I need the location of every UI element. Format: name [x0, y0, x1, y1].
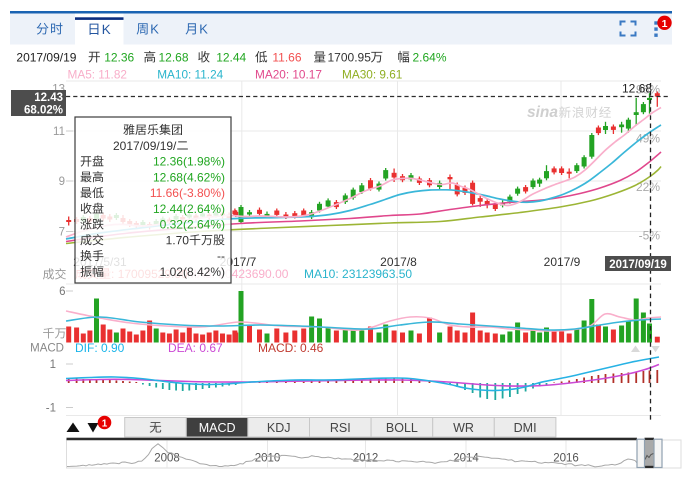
svg-text:sina: sina [527, 104, 558, 121]
svg-text:-1: -1 [46, 403, 56, 415]
svg-text:11.66(-3.80%): 11.66(-3.80%) [150, 186, 225, 200]
svg-text:2017/09/19: 2017/09/19 [609, 259, 667, 271]
svg-text:9: 9 [59, 176, 65, 188]
svg-text:22%: 22% [636, 180, 660, 194]
svg-text:49%: 49% [636, 132, 660, 146]
svg-text:12.43: 12.43 [34, 92, 63, 104]
svg-text:12.68: 12.68 [622, 82, 652, 96]
svg-text:0.32(2.64%): 0.32(2.64%) [160, 218, 225, 232]
svg-text:WR: WR [453, 421, 474, 435]
svg-text:RSI: RSI [330, 421, 351, 435]
svg-text:1.02(8.42%): 1.02(8.42%) [160, 265, 225, 279]
svg-text:MA10: 23123963.50: MA10: 23123963.50 [304, 267, 412, 281]
svg-text:11.66: 11.66 [272, 51, 301, 65]
svg-text:68.02%: 68.02% [24, 104, 63, 116]
svg-text:12.36(1.98%): 12.36(1.98%) [153, 155, 225, 169]
svg-text:MA20: 10.17: MA20: 10.17 [255, 68, 322, 82]
svg-text:1: 1 [102, 418, 108, 429]
svg-text:KDJ: KDJ [267, 421, 291, 435]
svg-text:MACD: MACD [30, 343, 64, 355]
svg-text:2017/09/19: 2017/09/19 [16, 51, 76, 65]
svg-text:1: 1 [50, 359, 56, 371]
svg-text:2012: 2012 [353, 453, 379, 465]
svg-text:2014: 2014 [453, 453, 479, 465]
svg-text:MA30: 9.61: MA30: 9.61 [342, 68, 402, 82]
svg-text:2017/09/19/: 2017/09/19/ [113, 139, 177, 153]
svg-text:MA5: 11.82: MA5: 11.82 [68, 68, 127, 82]
svg-text:12.68: 12.68 [159, 51, 189, 65]
svg-text:1700.95: 1700.95 [328, 51, 372, 65]
svg-text:2008: 2008 [154, 453, 180, 465]
svg-text:2.64%: 2.64% [413, 51, 447, 65]
svg-text:1: 1 [662, 18, 668, 30]
svg-text:2017/9: 2017/9 [544, 255, 581, 269]
svg-text:MACD: MACD [199, 421, 236, 435]
svg-text:7: 7 [59, 227, 65, 239]
svg-text:-5%: -5% [639, 229, 661, 243]
svg-text:MA10: 11.24: MA10: 11.24 [157, 68, 223, 82]
svg-text:96%: 96% [636, 83, 660, 97]
svg-text:12.44: 12.44 [216, 51, 246, 65]
svg-text:MACD: 0.46: MACD: 0.46 [258, 341, 324, 355]
svg-text:12.36: 12.36 [104, 51, 134, 65]
svg-text:12.44(2.64%): 12.44(2.64%) [153, 202, 225, 216]
svg-text:DEA: 0.67: DEA: 0.67 [168, 341, 223, 355]
svg-text:DMI: DMI [514, 421, 537, 435]
svg-text:DIF: 0.90: DIF: 0.90 [75, 341, 125, 355]
svg-text:12.68(4.62%): 12.68(4.62%) [153, 170, 225, 184]
svg-text:11: 11 [53, 126, 65, 138]
svg-text:2010: 2010 [255, 453, 281, 465]
svg-text:2017/8: 2017/8 [380, 255, 417, 269]
svg-text:6: 6 [59, 286, 65, 298]
svg-text:2016: 2016 [553, 453, 579, 465]
svg-text:BOLL: BOLL [386, 421, 418, 435]
svg-text:--: -- [217, 249, 225, 263]
